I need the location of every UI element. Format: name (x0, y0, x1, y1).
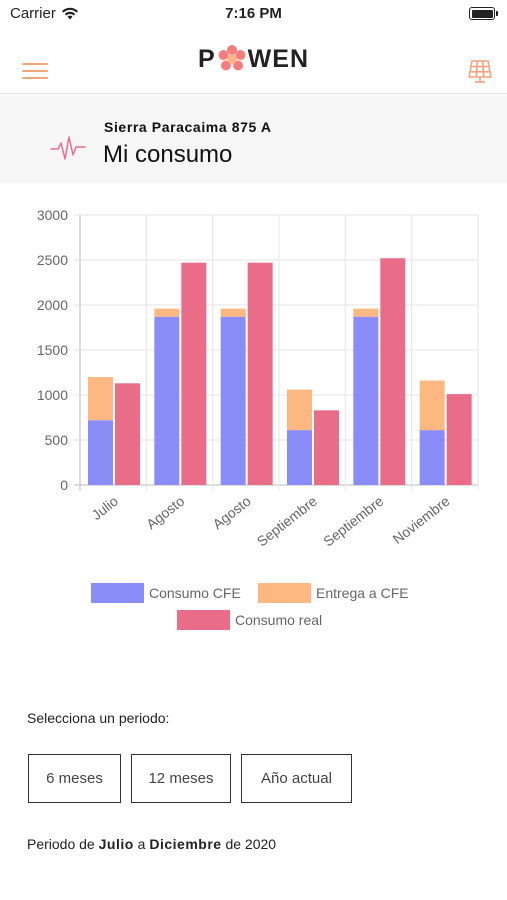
y-tick-label: 1500 (37, 342, 68, 358)
period-buttons: 6 meses 12 meses Año actual (28, 754, 352, 803)
status-time: 7:16 PM (225, 5, 282, 22)
bar-consumo-real (181, 262, 207, 485)
bar-consumo-real (247, 262, 273, 485)
header-section: Sierra Paracaima 875 A Mi consumo (0, 95, 507, 183)
legend-swatch (91, 583, 144, 603)
y-tick-label: 500 (45, 432, 69, 448)
page-title: Mi consumo (103, 141, 233, 168)
legend-swatch (258, 583, 311, 603)
status-bar: Carrier 7:16 PM (0, 0, 507, 30)
period-6-months-button[interactable]: 6 meses (28, 754, 121, 803)
wifi-icon (61, 7, 78, 20)
x-tick-label: Septiembre (320, 493, 386, 550)
solar-panel-icon[interactable] (467, 58, 493, 84)
legend-label: Consumo CFE (149, 585, 241, 601)
legend-label: Consumo real (235, 612, 322, 628)
period-label: Selecciona un periodo: (27, 710, 170, 726)
period-current-year-button[interactable]: Año actual (241, 754, 352, 803)
bar-entrega-cfe (353, 308, 379, 317)
logo-text-right: WEN (247, 44, 309, 73)
bar-consumo-real (115, 383, 140, 485)
summary-de: de (225, 836, 242, 852)
x-tick-label: Agosto (143, 493, 187, 533)
carrier-label: Carrier (10, 5, 56, 22)
legend-label: Entrega a CFE (316, 585, 409, 601)
period-summary: Periodo de Julio a Diciembre de 2020 (27, 836, 276, 852)
bar-entrega-cfe (88, 377, 113, 421)
y-tick-label: 3000 (37, 207, 68, 223)
y-tick-label: 2500 (37, 252, 68, 268)
x-tick-label: Septiembre (254, 493, 320, 550)
bar-consumo-real (446, 394, 472, 485)
x-tick-label: Noviembre (389, 493, 452, 547)
bar-consumo-real (314, 410, 339, 485)
bar-entrega-cfe (419, 380, 445, 431)
consumption-chart: 0 500 1000 1500 2000 2500 3000 Julio Agosto Agost… (37, 207, 479, 630)
battery-icon (469, 7, 498, 20)
x-tick-label: Julio (88, 493, 121, 523)
pulse-icon (50, 136, 86, 160)
bar-entrega-cfe (154, 308, 180, 317)
status-carrier-group: Carrier (10, 5, 79, 22)
bar-consumo-cfe (287, 430, 312, 485)
summary-from-month: Julio (98, 836, 134, 852)
y-tick-label: 2000 (37, 297, 68, 313)
legend-swatch (177, 610, 230, 630)
period-12-months-button[interactable]: 12 meses (131, 754, 231, 803)
bar-consumo-real (380, 258, 406, 485)
y-tick-label: 0 (60, 477, 68, 493)
summary-mid: a (137, 836, 146, 852)
bar-consumo-cfe (353, 316, 379, 485)
summary-prefix: Periodo de (27, 836, 95, 852)
x-tick-label: Agosto (209, 493, 253, 533)
bar-consumo-cfe (419, 430, 445, 485)
bar-consumo-cfe (88, 420, 113, 485)
bar-entrega-cfe (287, 389, 312, 431)
bar-consumo-cfe (220, 316, 246, 485)
y-tick-label: 1000 (37, 387, 68, 403)
flower-icon (218, 45, 246, 71)
hamburger-icon[interactable] (22, 61, 50, 81)
bar-consumo-cfe (154, 316, 180, 485)
logo-text-left: P (197, 44, 216, 73)
address-label: Sierra Paracaima 875 A (104, 119, 272, 135)
bar-entrega-cfe (220, 308, 246, 317)
navbar: P WEN (0, 30, 507, 94)
summary-to-month: Diciembre (149, 836, 222, 852)
summary-year: 2020 (244, 836, 277, 852)
app-logo: P WEN (0, 44, 507, 74)
